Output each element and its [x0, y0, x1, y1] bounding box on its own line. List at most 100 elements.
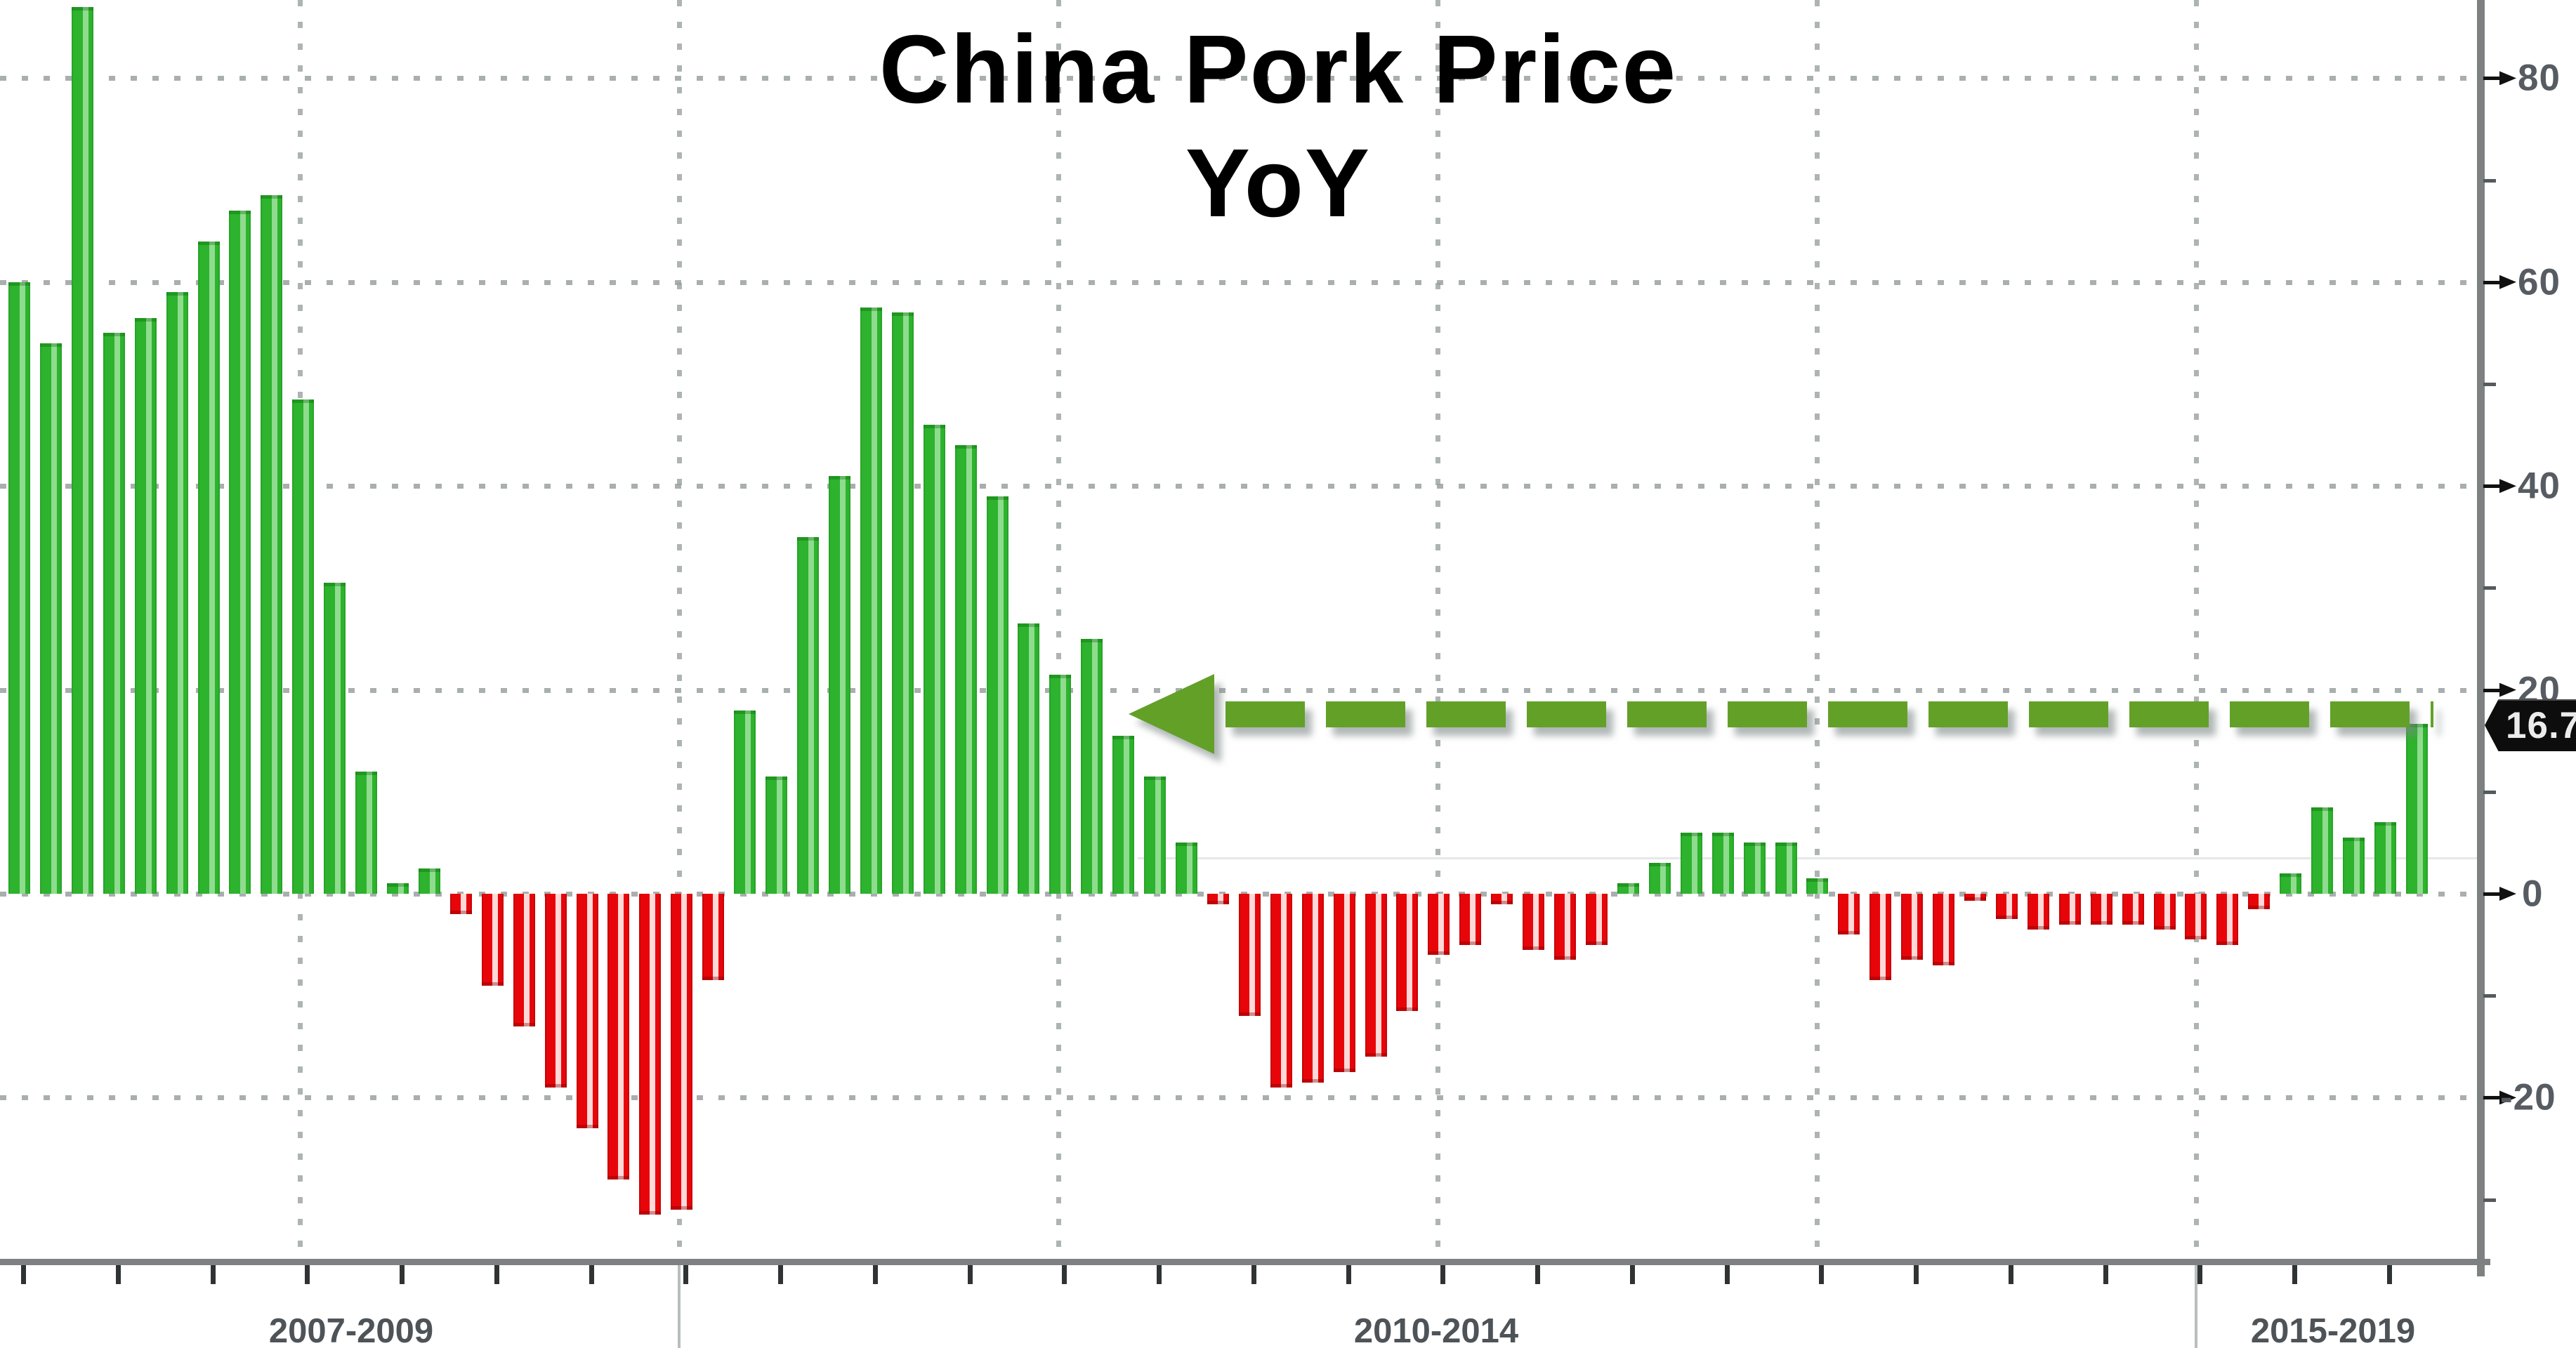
x-axis-tick — [1629, 1265, 1635, 1284]
bar-negative — [1523, 894, 1545, 950]
bar-positive — [860, 308, 882, 894]
bar-negative — [1964, 894, 1987, 901]
bar-negative — [2090, 894, 2112, 925]
y-axis-minor-tick — [2483, 790, 2496, 794]
bar-negative — [1933, 894, 1955, 965]
x-axis-section-label: 2015-2019 — [2250, 1312, 2416, 1348]
bar-negative — [1995, 894, 2018, 920]
bar-positive — [71, 6, 93, 894]
left-arrow-icon — [1129, 674, 1214, 754]
x-axis-tick — [1346, 1265, 1351, 1284]
gridline-vertical — [1435, 0, 1440, 1259]
x-axis-tick — [1157, 1265, 1162, 1284]
y-axis-minor-tick — [2483, 383, 2496, 386]
y-axis-tick-arrow-icon — [2499, 71, 2516, 86]
y-axis-minor-tick — [2483, 1198, 2496, 1202]
bar-negative — [2058, 894, 2081, 925]
gridline-horizontal — [0, 484, 2477, 489]
bar-positive — [355, 771, 378, 894]
bar-negative — [1869, 894, 1892, 981]
y-axis-tick-arrow-icon — [2499, 275, 2516, 289]
x-axis-tick — [2008, 1265, 2013, 1284]
bar-negative — [1238, 894, 1261, 1017]
bar-negative — [449, 894, 472, 915]
x-axis-tick — [1819, 1265, 1825, 1284]
bar-negative — [702, 894, 725, 981]
bar-positive — [39, 343, 62, 894]
gridline-vertical — [1056, 0, 1061, 1259]
bar-negative — [1586, 894, 1608, 945]
bar-negative — [1270, 894, 1292, 1088]
y-axis-tick-line — [2483, 484, 2504, 489]
bar-negative — [1838, 894, 1860, 935]
bar-negative — [1396, 894, 1419, 1011]
x-axis-tick — [210, 1265, 216, 1284]
bar-negative — [1365, 894, 1387, 1057]
bar-positive — [1617, 883, 1639, 894]
x-axis-tick — [778, 1265, 784, 1284]
bar-positive — [166, 292, 188, 894]
x-axis-section-label: 2007-2009 — [268, 1312, 434, 1348]
y-axis-label: -20 — [2500, 1076, 2556, 1118]
bar-positive — [828, 475, 850, 894]
gridline-horizontal — [0, 892, 2477, 897]
x-axis-tick — [1535, 1265, 1541, 1284]
bar-negative — [1554, 894, 1577, 960]
bar-positive — [134, 317, 157, 894]
bar-negative — [513, 894, 535, 1026]
x-axis-tick — [1724, 1265, 1730, 1284]
bar-positive — [1049, 674, 1072, 894]
y-axis-tick-line — [2483, 77, 2504, 81]
bar-positive — [2280, 873, 2302, 894]
bar-negative — [2216, 894, 2239, 945]
bar-positive — [1775, 842, 1797, 894]
x-axis-section-label: 2010-2014 — [1353, 1312, 1519, 1348]
bar-positive — [1081, 639, 1103, 894]
bar-positive — [103, 333, 125, 894]
x-axis-tick — [872, 1265, 878, 1284]
bar-positive — [1711, 832, 1734, 894]
x-axis-tick — [305, 1265, 310, 1284]
y-axis-label: 80 — [2518, 57, 2561, 99]
y-axis-minor-tick — [2483, 178, 2496, 183]
gridline-vertical — [1815, 0, 1820, 1259]
gridline-horizontal — [0, 687, 2477, 693]
y-axis-tick-line — [2483, 1096, 2504, 1100]
x-axis-tick — [589, 1265, 594, 1284]
bar-negative — [2248, 894, 2271, 909]
x-axis-tick — [967, 1265, 973, 1284]
right-y-axis — [2477, 0, 2485, 1276]
y-axis-tick-line — [2483, 688, 2504, 692]
y-axis-minor-tick — [2483, 586, 2496, 590]
dashed-level-line — [1225, 701, 2433, 727]
gridline-vertical — [2194, 0, 2199, 1259]
bar-negative — [639, 894, 662, 1215]
y-axis-label: 0 — [2522, 873, 2544, 915]
bar-negative — [1901, 894, 1924, 960]
bar-negative — [481, 894, 504, 986]
bar-negative — [1428, 894, 1450, 956]
bar-positive — [734, 710, 756, 894]
bar-positive — [1743, 842, 1766, 894]
bar-negative — [2122, 894, 2144, 925]
y-axis-tick-line — [2483, 280, 2504, 284]
section-divider — [678, 1259, 681, 1348]
bar-negative — [2153, 894, 2176, 930]
y-axis-tick-line — [2483, 892, 2504, 896]
x-axis-tick — [1251, 1265, 1256, 1284]
x-axis-tick — [2387, 1265, 2392, 1284]
bar-positive — [1176, 842, 1198, 894]
bar-positive — [986, 496, 1008, 894]
chart-title-line1: China Pork Price — [879, 15, 1678, 124]
x-axis-tick — [1062, 1265, 1067, 1284]
bar-positive — [1144, 777, 1167, 894]
section-divider — [2195, 1259, 2197, 1348]
bar-negative — [576, 894, 598, 1128]
bar-positive — [1806, 878, 1829, 894]
bar-positive — [418, 868, 440, 894]
x-axis-tick — [2103, 1265, 2108, 1284]
bar-negative — [671, 894, 693, 1210]
bar-negative — [607, 894, 630, 1180]
last-price-label: 16.7 — [2506, 704, 2576, 746]
